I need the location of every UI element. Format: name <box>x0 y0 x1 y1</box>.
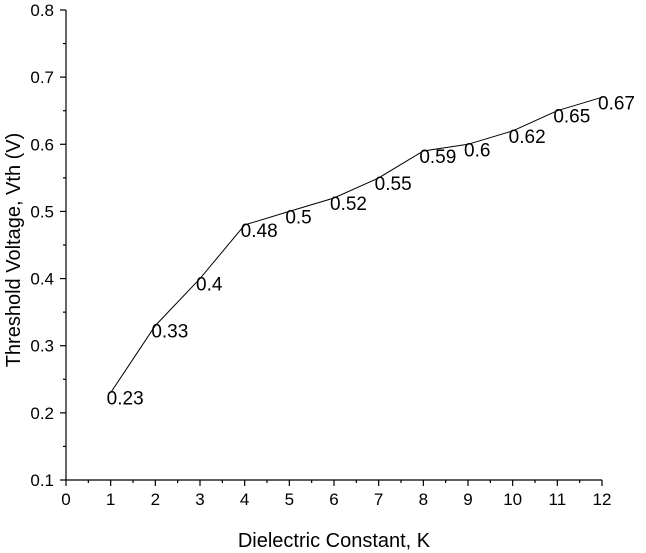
y-tick-label: 0.3 <box>30 337 54 356</box>
chart-series <box>110 96 603 393</box>
x-tick-label: 4 <box>240 490 249 509</box>
x-tick-label: 9 <box>463 490 472 509</box>
y-tick-label: 0.2 <box>30 404 54 423</box>
x-tick-label: 10 <box>503 490 522 509</box>
x-tick-label: 1 <box>106 490 115 509</box>
y-tick-label: 0.1 <box>30 471 54 490</box>
y-tick-label: 0.4 <box>30 270 54 289</box>
data-label: 0.4 <box>196 275 223 296</box>
x-tick-label: 2 <box>151 490 160 509</box>
y-tick-label: 0.7 <box>30 68 54 87</box>
data-label: 0.6 <box>464 140 490 161</box>
x-tick-label: 11 <box>549 490 567 509</box>
data-label: 0.62 <box>509 127 546 148</box>
data-label: 0.52 <box>330 194 367 215</box>
chart-axes <box>65 10 602 481</box>
data-label: 0.33 <box>151 322 188 343</box>
data-label: 0.5 <box>285 207 311 228</box>
x-tick-label: 5 <box>285 490 294 509</box>
data-label: 0.23 <box>107 389 144 410</box>
y-tick-label: 0.6 <box>30 135 54 154</box>
data-label: 0.67 <box>598 93 635 114</box>
x-tick-label: 7 <box>374 490 383 509</box>
y-axis-title: Threshold Voltage, Vth (V) <box>3 133 25 368</box>
y-tick-label: 0.8 <box>30 1 54 20</box>
x-tick-label: 6 <box>329 490 338 509</box>
x-tick-label: 3 <box>195 490 204 509</box>
x-axis-title: Dielectric Constant, K <box>238 530 431 552</box>
x-tick-label: 0 <box>61 490 70 509</box>
x-tick-label: 12 <box>593 490 612 509</box>
data-label: 0.48 <box>241 221 278 242</box>
series-line <box>110 96 603 393</box>
x-tick-label: 8 <box>419 490 428 509</box>
y-tick-label: 0.5 <box>30 202 54 221</box>
chart-data-labels: 0.23 0.33 0.4 0.48 0.5 0.52 0.55 0.59 0.6 0.62 0.6… <box>107 93 635 409</box>
data-label: 0.65 <box>553 107 590 128</box>
data-label: 0.55 <box>375 174 412 195</box>
chart-ticks: 0 1 2 3 4 5 6 7 8 9 10 11 120.10.20.30.40.50.60.70.8 <box>30 1 611 509</box>
data-label: 0.59 <box>419 147 456 168</box>
